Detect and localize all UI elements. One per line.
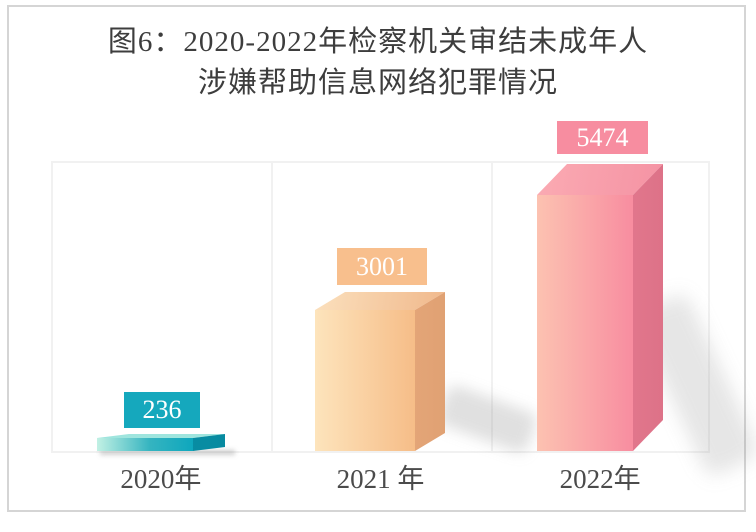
bar-2021 xyxy=(315,292,445,451)
chart-title: 图6：2020-2022年检察机关审结未成年人 涉嫌帮助信息网络犯罪情况 xyxy=(0,22,756,104)
bar-2021-front-face xyxy=(315,310,415,451)
bar-2020 xyxy=(97,430,225,451)
panel-divider-2 xyxy=(491,163,493,451)
bar-2020-top-face xyxy=(97,434,225,438)
value-label-2022: 5474 xyxy=(557,121,648,154)
x-label-2020: 2020年 xyxy=(120,464,202,494)
x-axis-labels: 2020年 2021 年 2022年 xyxy=(51,457,710,496)
x-label-2021: 2021 年 xyxy=(336,464,425,494)
title-line-1: 图6：2020-2022年检察机关审结未成年人 xyxy=(107,26,649,58)
bar-2022 xyxy=(537,164,663,451)
bar-2021-top-face xyxy=(315,292,445,310)
value-label-2021: 3001 xyxy=(337,248,427,285)
x-label-2022: 2022年 xyxy=(559,464,641,494)
bar-2020-front-face xyxy=(97,438,193,451)
value-label-2020: 236 xyxy=(124,392,200,428)
bar-2022-side-face xyxy=(633,164,663,451)
panel-divider-1 xyxy=(271,163,273,451)
bar-2020-side-face xyxy=(193,434,225,451)
bar-2022-front-face xyxy=(537,195,633,451)
bar-2021-side-face xyxy=(415,292,445,451)
title-line-2: 涉嫌帮助信息网络犯罪情况 xyxy=(197,67,558,99)
